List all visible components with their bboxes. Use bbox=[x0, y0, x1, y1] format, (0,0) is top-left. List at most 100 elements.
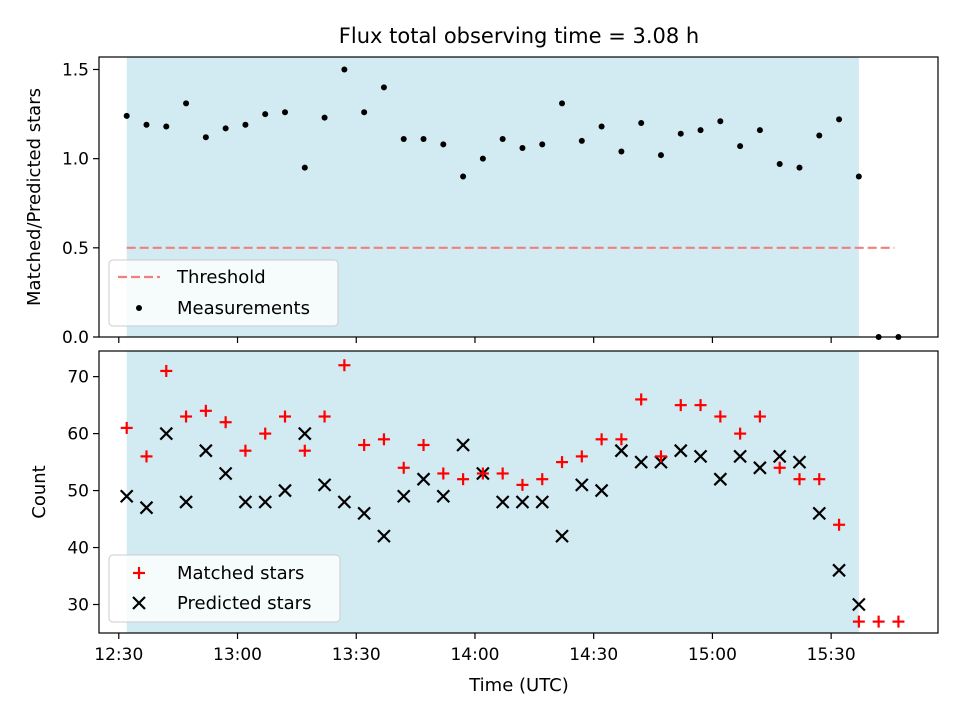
matched-star-marker bbox=[318, 410, 331, 423]
matched-star-marker bbox=[140, 450, 153, 463]
legend-matched-label: Matched stars bbox=[177, 563, 304, 584]
measurement-point bbox=[361, 109, 368, 116]
legend-measurements-swatch bbox=[136, 305, 142, 311]
predicted-star-marker bbox=[575, 478, 589, 492]
matched-star-marker bbox=[338, 359, 351, 372]
legend-matched-swatch bbox=[133, 567, 145, 579]
measurement-point bbox=[855, 173, 862, 180]
matched-star-marker bbox=[872, 615, 885, 628]
ratio-y-axis: 0.0 0.5 1.0 1.5 bbox=[62, 60, 99, 348]
matched-star-marker bbox=[417, 439, 430, 451]
measurement-point bbox=[202, 134, 209, 141]
measurement-point bbox=[618, 148, 625, 155]
measurement-point bbox=[539, 141, 546, 148]
count-legend-box bbox=[108, 554, 341, 623]
count-legend: Matched stars Predicted stars bbox=[108, 554, 341, 623]
predicted-star-marker bbox=[772, 449, 787, 464]
matched-star-marker bbox=[813, 473, 826, 486]
matched-star-marker bbox=[753, 410, 766, 423]
count-panel-frame bbox=[98, 350, 939, 634]
measurement-point bbox=[717, 118, 724, 125]
predicted-star-marker bbox=[555, 529, 569, 543]
predicted-star-marker bbox=[515, 495, 530, 509]
predicted-star-marker bbox=[812, 506, 827, 521]
x-tick-label: 13:30 bbox=[332, 645, 381, 665]
x-tick-label: 13:00 bbox=[213, 645, 262, 665]
matched-star-marker bbox=[793, 473, 806, 486]
matched-star-marker bbox=[892, 615, 905, 628]
predicted-star-marker bbox=[396, 489, 411, 504]
predicted-star-marker bbox=[258, 495, 272, 509]
y-tick-label: 0.5 bbox=[62, 239, 89, 259]
predicted-star-marker bbox=[753, 461, 767, 475]
matched-star-marker bbox=[575, 450, 588, 463]
matched-star-marker bbox=[833, 518, 846, 531]
matched-star-marker bbox=[219, 416, 232, 429]
predicted-star-marker bbox=[159, 426, 174, 441]
count-y-label: Count bbox=[29, 465, 50, 518]
measurement-point bbox=[519, 144, 526, 151]
measurement-point bbox=[321, 114, 328, 121]
matched-star-marker bbox=[635, 393, 648, 406]
matched-star-marker bbox=[674, 399, 687, 412]
matched-star-marker bbox=[279, 410, 292, 423]
ratio-legend-box bbox=[108, 259, 339, 327]
legend-predicted-swatch bbox=[132, 596, 146, 610]
count-y-axis: 30 40 50 60 70 bbox=[67, 368, 99, 616]
measurement-point bbox=[420, 136, 427, 143]
predicted-star-marker bbox=[614, 443, 629, 458]
y-tick-label: 40 bbox=[67, 539, 89, 559]
y-tick-label: 60 bbox=[67, 425, 89, 445]
measurement-point bbox=[578, 137, 585, 144]
predicted-star-marker bbox=[238, 495, 253, 509]
matched-star-marker bbox=[852, 615, 865, 628]
measurement-point bbox=[183, 100, 190, 107]
matched-star-marker bbox=[773, 461, 786, 474]
measurement-point bbox=[836, 116, 843, 123]
measurement-point bbox=[380, 84, 387, 91]
measurement-point bbox=[143, 121, 150, 128]
predicted-star-marker bbox=[535, 495, 550, 509]
predicted-star-marker bbox=[278, 483, 292, 498]
matched-star-marker bbox=[377, 433, 390, 446]
measurement-point bbox=[400, 136, 407, 143]
predicted-star-marker bbox=[792, 455, 807, 469]
predicted-star-marker bbox=[733, 449, 747, 464]
measurement-points-layer bbox=[123, 66, 902, 340]
matched-star-marker bbox=[199, 404, 212, 417]
matched-star-marker bbox=[654, 450, 667, 463]
x-axis-label: Time (UTC) bbox=[468, 675, 569, 696]
measurement-point bbox=[282, 109, 289, 116]
predicted-star-marker bbox=[594, 483, 609, 498]
measurement-point bbox=[479, 155, 486, 162]
matched-star-marker bbox=[734, 427, 747, 440]
predicted-star-marker bbox=[298, 426, 312, 441]
measurement-point bbox=[262, 111, 269, 118]
legend-predicted-label: Predicted stars bbox=[177, 593, 311, 614]
predicted-star-marker bbox=[436, 489, 451, 504]
measurement-point bbox=[559, 100, 566, 107]
x-tick-label: 15:00 bbox=[688, 645, 737, 665]
matched-star-marker bbox=[714, 410, 727, 423]
predicted-star-marker bbox=[317, 478, 332, 492]
measurement-point bbox=[756, 127, 763, 134]
measurement-point bbox=[657, 152, 664, 159]
predicted-star-marker bbox=[713, 472, 728, 486]
matched-star-marker bbox=[239, 444, 252, 457]
matched-star-marker bbox=[457, 473, 470, 486]
matched-star-marker bbox=[437, 467, 450, 480]
y-tick-label: 70 bbox=[67, 368, 89, 388]
matched-star-marker bbox=[516, 478, 529, 491]
y-tick-label: 0.0 bbox=[62, 328, 89, 348]
count-panel: 30 40 50 60 70 12:30 13:00 13:30 14:00 14:30 15:0… bbox=[29, 350, 939, 696]
measurement-point bbox=[816, 132, 823, 139]
ratio-panel-frame bbox=[98, 56, 939, 338]
predicted-star-marker bbox=[139, 500, 154, 515]
matched-star-marker bbox=[358, 439, 371, 451]
predicted-star-marker bbox=[832, 563, 846, 578]
legend-measurements-label: Measurements bbox=[177, 298, 310, 319]
matched-star-marker bbox=[298, 444, 311, 457]
measurement-point bbox=[460, 173, 467, 180]
predicted-star-marker bbox=[634, 455, 648, 469]
